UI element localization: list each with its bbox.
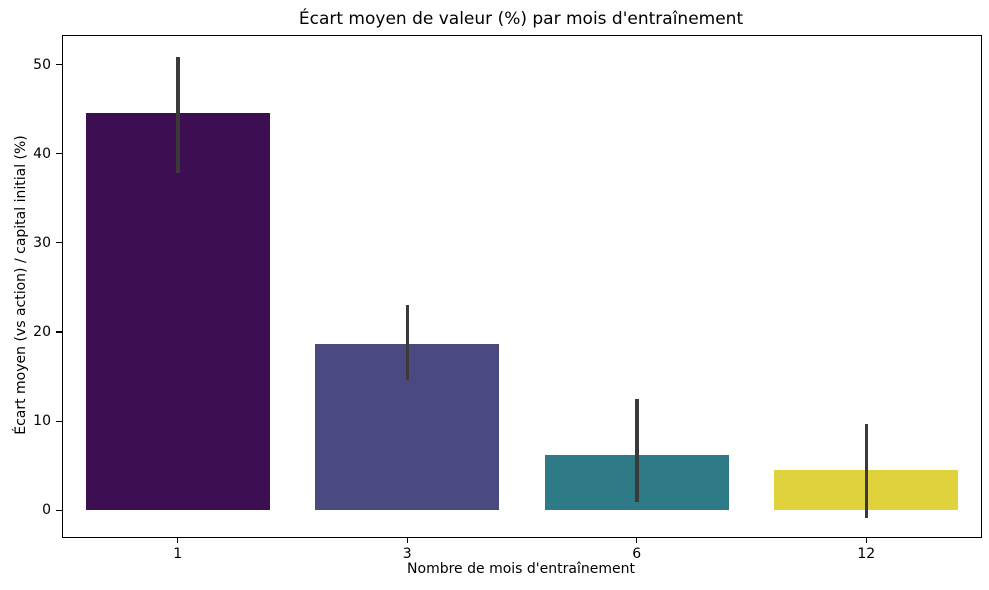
x-tick-mark [406,537,408,543]
y-tick-mark [56,242,62,244]
x-tick-mark [636,537,638,543]
y-tick-label: 0 [42,502,51,519]
y-tick-label: 30 [33,234,51,251]
error-bar [176,56,180,174]
y-tick-mark [56,509,62,511]
y-tick-mark [56,63,62,66]
y-tick-mark [56,153,62,155]
error-bar [635,398,639,503]
y-tick-mark [56,331,62,333]
y-tick-label: 10 [33,413,51,430]
x-axis-label: Nombre de mois d'entraînement [407,561,635,577]
x-tick-mark [865,537,867,543]
bar [85,112,270,511]
y-tick-label: 50 [33,56,51,73]
x-tick-label: 1 [173,546,183,562]
x-tick-label: 12 [857,546,876,562]
y-axis-label: Écart moyen (vs action) / capital initia… [13,135,29,435]
plot-area: 0 10 20 30 40 50 1 3 6 12 [33,35,982,562]
y-tick-label: 20 [33,323,51,340]
chart-title: Écart moyen de valeur (%) par mois d'ent… [298,9,744,29]
x-tick-label: 3 [402,546,412,562]
x-tick-mark [177,537,179,543]
y-tick-mark [56,420,62,422]
error-bar [864,423,868,519]
x-tick-label: 6 [632,546,642,562]
y-tick-label: 40 [33,145,51,162]
error-bar [405,305,409,381]
